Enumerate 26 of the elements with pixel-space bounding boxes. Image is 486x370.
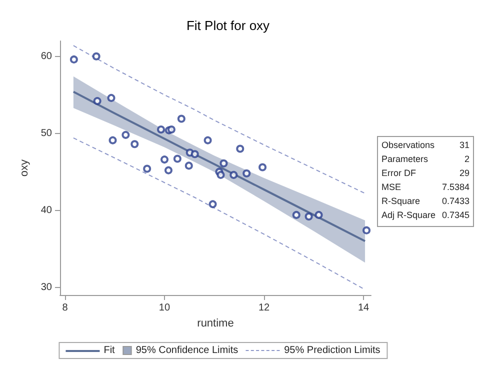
text: Adj R-Square <box>382 210 436 220</box>
y-tick-label: 40 <box>40 204 52 216</box>
y-tick-label: 60 <box>40 50 52 62</box>
x-tick-label: 14 <box>358 302 370 314</box>
text: MSE <box>382 182 402 192</box>
x-axis-title: runtime <box>197 317 234 330</box>
text: 0.7345 <box>442 210 470 220</box>
legend-label: 95% Prediction Limits <box>284 345 380 356</box>
legend-label: Fit <box>104 345 115 356</box>
text: R-Square <box>382 196 420 206</box>
text: Observations <box>382 140 436 150</box>
y-tick-label: 30 <box>40 282 52 293</box>
text: 29 <box>459 168 470 178</box>
y-tick-label: 50 <box>40 128 52 139</box>
text: 0.7433 <box>442 196 470 206</box>
text: 31 <box>459 140 470 150</box>
x-tick-label: 12 <box>258 302 270 314</box>
text: 2 <box>464 154 470 164</box>
text: 7.5384 <box>442 182 470 192</box>
text: Parameters <box>382 154 429 164</box>
x-tick-label: 8 <box>62 302 68 314</box>
text: Error DF <box>382 168 416 178</box>
x-tick-label: 10 <box>158 302 170 314</box>
text: 95% Confidence Limits <box>136 345 238 356</box>
chart-title: Fit Plot for oxy <box>186 18 270 33</box>
y-axis-title: oxy <box>18 158 30 177</box>
